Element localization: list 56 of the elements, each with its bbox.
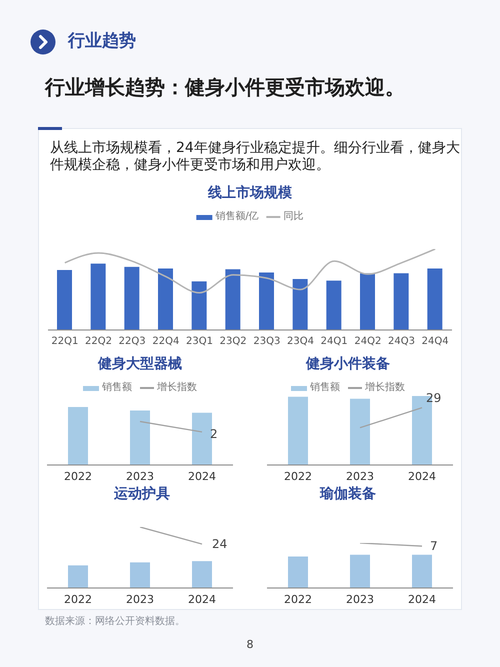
bar (225, 269, 240, 330)
x-tick-label: 23Q2 (220, 336, 247, 348)
chart-title: 运动护具 (114, 485, 170, 503)
bar (360, 273, 375, 330)
bar (259, 272, 274, 330)
x-tick-label: 2023 (126, 470, 154, 483)
x-tick-label: 24Q3 (388, 336, 415, 348)
bar (192, 281, 207, 330)
annotation: 24 (212, 537, 228, 552)
x-tick-label: 2022 (284, 470, 312, 483)
chart-title: 健身大型器械 (98, 355, 182, 373)
bar (57, 270, 72, 330)
bar (158, 268, 173, 330)
bar (124, 266, 140, 330)
x-tick-label: 2023 (126, 592, 154, 606)
annotation: 2 (210, 426, 218, 441)
x-tick-label: 2023 (346, 470, 374, 483)
x-tick-label: 2024 (188, 592, 216, 606)
x-tick-label: 24Q4 (422, 336, 449, 348)
x-tick-label: 22Q4 (152, 336, 180, 348)
x-tick-label: 2022 (64, 592, 92, 606)
bar (326, 280, 342, 330)
chart-title: 健身小件装备 (306, 355, 390, 373)
x-tick-label: 2022 (284, 592, 312, 606)
annotation: 29 (426, 390, 442, 405)
legend-label: 增长指数 (157, 382, 197, 394)
bar (292, 278, 308, 330)
x-tick-label: 2024 (408, 470, 436, 483)
x-tick-label: 23Q1 (186, 336, 213, 348)
legend-label: 销售额 (102, 382, 132, 394)
bar (90, 264, 106, 330)
x-tick-label: 2023 (346, 592, 374, 606)
legend-label: 销售额 (310, 382, 340, 394)
text: 8 (246, 638, 254, 652)
bar (394, 273, 409, 330)
x-tick-label: 23Q4 (287, 336, 314, 348)
legend-label: 同比 (284, 211, 304, 223)
x-tick-label: 22Q1 (51, 336, 78, 348)
x-tick-label: 24Q1 (320, 336, 348, 348)
x-tick-label: 24Q2 (354, 336, 382, 348)
text: 从线上市场规模看，24年健身行业稳定提升。细分行业看，健身大件规模企稳，健身小件更受市场和用户欢迎。 (50, 140, 461, 174)
chart-title: 线上市场规模 (208, 184, 292, 202)
source-note: 数据来源：网络公开资料数据。 (45, 615, 185, 628)
x-tick-label: 22Q3 (118, 336, 146, 348)
x-tick-label: 2022 (64, 470, 92, 483)
bar (427, 268, 442, 330)
x-tick-label: 23Q3 (253, 336, 280, 348)
text: 行业趋势 (68, 31, 136, 52)
annotation: 7 (430, 539, 438, 554)
chart-title: 瑜伽装备 (320, 485, 376, 503)
x-tick-label: 2024 (408, 592, 436, 606)
x-tick-label: 22Q2 (85, 336, 112, 348)
x-tick-label: 2024 (188, 470, 216, 483)
text: 行业增长趋势：健身小件更受市场欢迎。 (45, 75, 405, 100)
legend-label: 销售额/亿 (215, 211, 259, 223)
legend-label: 增长指数 (365, 382, 405, 394)
